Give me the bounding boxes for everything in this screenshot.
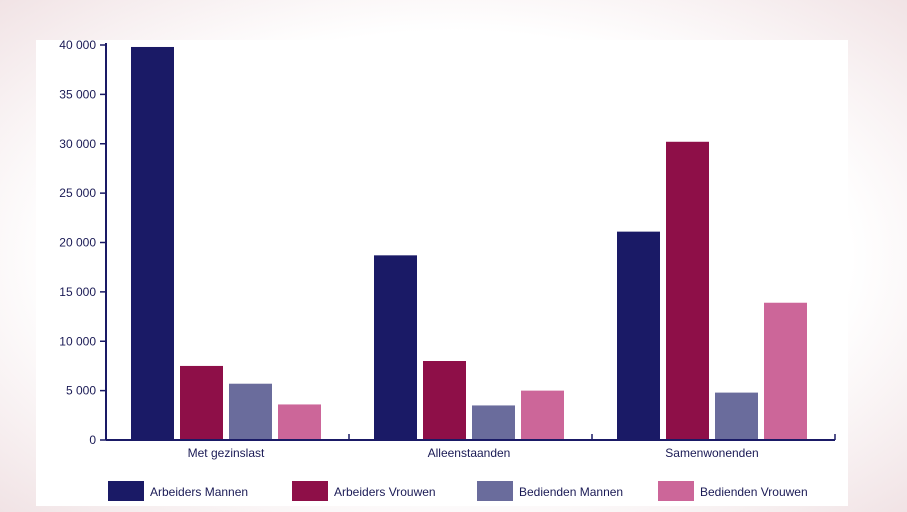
legend-swatch — [477, 481, 513, 501]
y-tick-label: 35 000 — [59, 87, 96, 101]
bar — [715, 392, 758, 440]
y-tick-label: 20 000 — [59, 236, 96, 250]
bar — [666, 141, 709, 440]
legend-label: Bedienden Mannen — [519, 485, 623, 499]
bar — [472, 405, 515, 440]
bar — [229, 383, 272, 440]
y-tick-label: 15 000 — [59, 285, 96, 299]
y-tick-label: 30 000 — [59, 137, 96, 151]
bar — [180, 365, 223, 440]
y-tick-label: 0 — [89, 433, 96, 447]
y-tick-label: 25 000 — [59, 186, 96, 200]
y-tick-label: 10 000 — [59, 334, 96, 348]
legend-label: Bedienden Vrouwen — [700, 485, 808, 499]
legend: Arbeiders Mannen Arbeiders Vrouwen Bediend… — [108, 481, 808, 501]
bars — [131, 46, 807, 440]
legend-swatch — [658, 481, 694, 501]
y-tick-label: 40 000 — [59, 38, 96, 52]
bar — [278, 404, 321, 440]
x-category-label: Met gezinslast — [188, 446, 265, 460]
y-axis: 0 5 000 10 000 15 000 20 000 25 000 30 000 35 0… — [59, 38, 107, 447]
legend-swatch — [292, 481, 328, 501]
bar — [521, 390, 564, 440]
legend-label: Arbeiders Mannen — [150, 485, 248, 499]
legend-swatch — [108, 481, 144, 501]
legend-label: Arbeiders Vrouwen — [334, 485, 436, 499]
bar — [423, 361, 466, 440]
x-axis: Met gezinslast Alleenstaanden Samenwonende… — [106, 434, 836, 460]
bar — [764, 302, 807, 440]
bar — [131, 46, 174, 440]
x-category-label: Samenwonenden — [665, 446, 758, 460]
x-category-label: Alleenstaanden — [428, 446, 511, 460]
bar — [617, 231, 660, 440]
y-tick-label: 5 000 — [66, 384, 96, 398]
bar — [374, 255, 417, 440]
